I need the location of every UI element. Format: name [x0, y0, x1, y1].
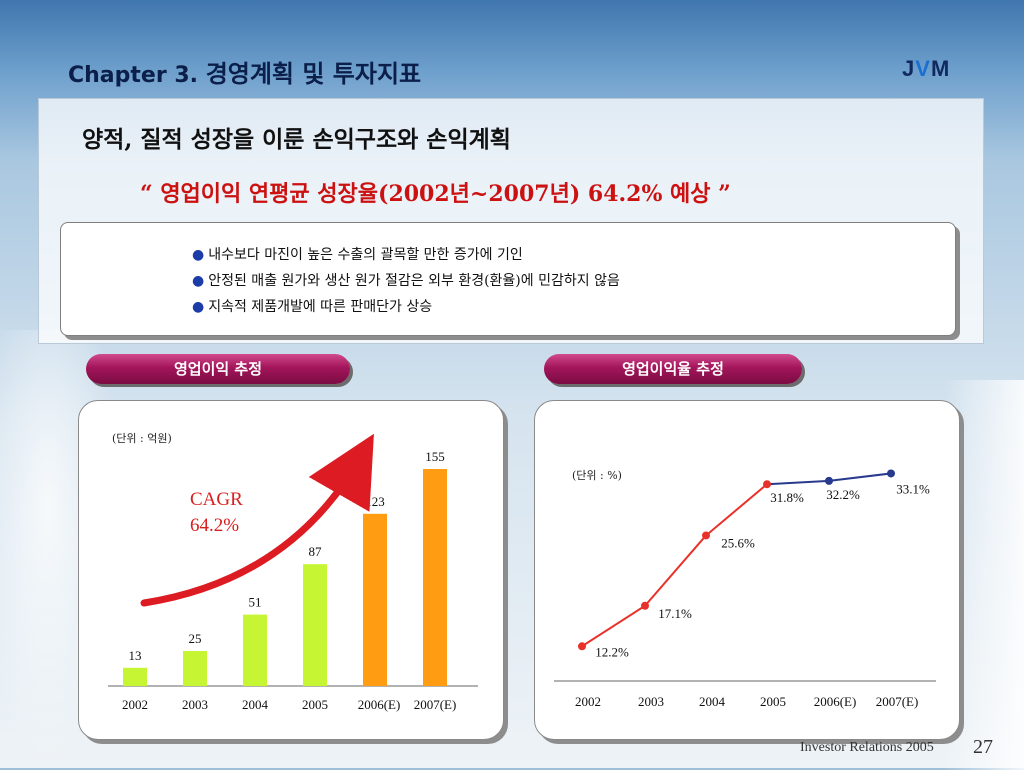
line-value-label: 17.1%: [658, 606, 692, 621]
bullet-item: ● 지속적 제품개발에 따른 판매단가 상승: [192, 294, 620, 320]
footer-label: Investor Relations 2005: [800, 740, 934, 755]
line-value-label: 32.2%: [826, 487, 860, 502]
bullet-item: ● 내수보다 마진이 높은 수출의 괄목할 만한 증가에 기인: [192, 242, 620, 268]
line-segment: [766, 479, 830, 486]
line-segment: [828, 472, 892, 482]
operating-profit-pill: 영업이익 추정: [86, 354, 350, 384]
operating-profit-bar-chart: (단위 : 억원) 13 2002 25 2003 51 2004 87 2005 123 2006…: [108, 432, 478, 712]
bullet-box: [60, 222, 956, 336]
line-segment: [581, 604, 646, 648]
bar-value-label: 87: [309, 544, 323, 559]
line-segment: [644, 534, 707, 607]
x-tick-label: 2004: [242, 697, 269, 712]
page-title-text: 경영계획 및 투자지표: [205, 59, 422, 88]
bar: [243, 614, 267, 686]
cagr-annotation-line2: 64.2%: [190, 515, 239, 536]
x-tick-label: 2003: [638, 694, 664, 709]
highlight-statement: “ 영업이익 연평균 성장율(2002년~2007년) 64.2% 예상 ”: [140, 181, 731, 207]
growth-arrow-icon: [140, 433, 374, 607]
bar-chart-unit-label: (단위 : 억원): [112, 432, 172, 445]
page-title: Chapter 3. 경영계획 및 투자지표: [68, 54, 421, 89]
line-point: [825, 476, 833, 485]
line-chart-unit-label: (단위 : %): [572, 469, 622, 482]
x-tick-label: 2002: [575, 694, 601, 709]
margin-chart-card: [534, 400, 960, 740]
bullet-text: 안정된 매출 원가와 생산 원가 절감은 외부 환경(환율)에 민감하지 않음: [208, 273, 620, 289]
bullet-dot-icon: ●: [192, 273, 205, 289]
bar-value-label: 123: [365, 494, 385, 509]
x-tick-label: 2005: [760, 694, 786, 709]
operating-margin-line-chart: (단위 : %) 12.2% 2002 17.1% 2003 25.6% 2004 31.8%…: [554, 469, 936, 709]
bar: [123, 667, 147, 686]
bar-value-label: 25: [189, 631, 202, 646]
bullet-dot-icon: ●: [192, 299, 205, 315]
x-tick-label: 2005: [302, 697, 328, 712]
x-tick-label: 2007(E): [876, 694, 919, 709]
bullet-text: 지속적 제품개발에 따른 판매단가 상승: [208, 299, 433, 315]
bullet-text: 내수보다 마진이 높은 수출의 괄목할 만한 증가에 기인: [208, 247, 523, 263]
line-point: [578, 642, 586, 651]
line-value-label: 33.1%: [896, 481, 930, 496]
bar-value-label: 13: [129, 648, 142, 663]
bar-value-label: 155: [425, 449, 445, 464]
x-tick-label: 2006(E): [358, 697, 401, 712]
bar: [363, 513, 387, 686]
x-tick-label: 2003: [182, 697, 208, 712]
cagr-annotation-line1: CAGR: [190, 489, 243, 510]
operating-margin-pill: 영업이익율 추정: [544, 354, 802, 384]
x-tick-label: 2007(E): [414, 697, 457, 712]
x-tick-label: 2002: [122, 697, 148, 712]
bar: [183, 651, 207, 686]
line-point: [763, 480, 771, 489]
line-point: [641, 601, 649, 610]
section-subtitle: 양적, 질적 성장을 이룬 손익구조와 손익계획: [82, 126, 511, 153]
company-logo: JVM: [902, 56, 951, 81]
line-segment: [705, 483, 768, 537]
bar-value-label: 51: [249, 595, 262, 610]
line-value-label: 12.2%: [595, 644, 629, 659]
bullet-dot-icon: ●: [192, 247, 205, 263]
x-tick-label: 2006(E): [814, 694, 857, 709]
bar: [303, 564, 327, 686]
bar: [423, 469, 447, 686]
bullet-item: ● 안정된 매출 원가와 생산 원가 절감은 외부 환경(환율)에 민감하지 않음: [192, 268, 620, 294]
line-value-label: 25.6%: [721, 535, 755, 550]
bullet-list: ● 내수보다 마진이 높은 수출의 괄목할 만한 증가에 기인 ● 안정된 매출 원…: [192, 242, 620, 320]
page-title-chapter: Chapter 3.: [68, 63, 199, 88]
x-tick-label: 2004: [699, 694, 726, 709]
line-point: [702, 531, 710, 540]
line-point: [887, 469, 895, 478]
page-number: 27: [973, 736, 993, 758]
line-value-label: 31.8%: [770, 490, 804, 505]
